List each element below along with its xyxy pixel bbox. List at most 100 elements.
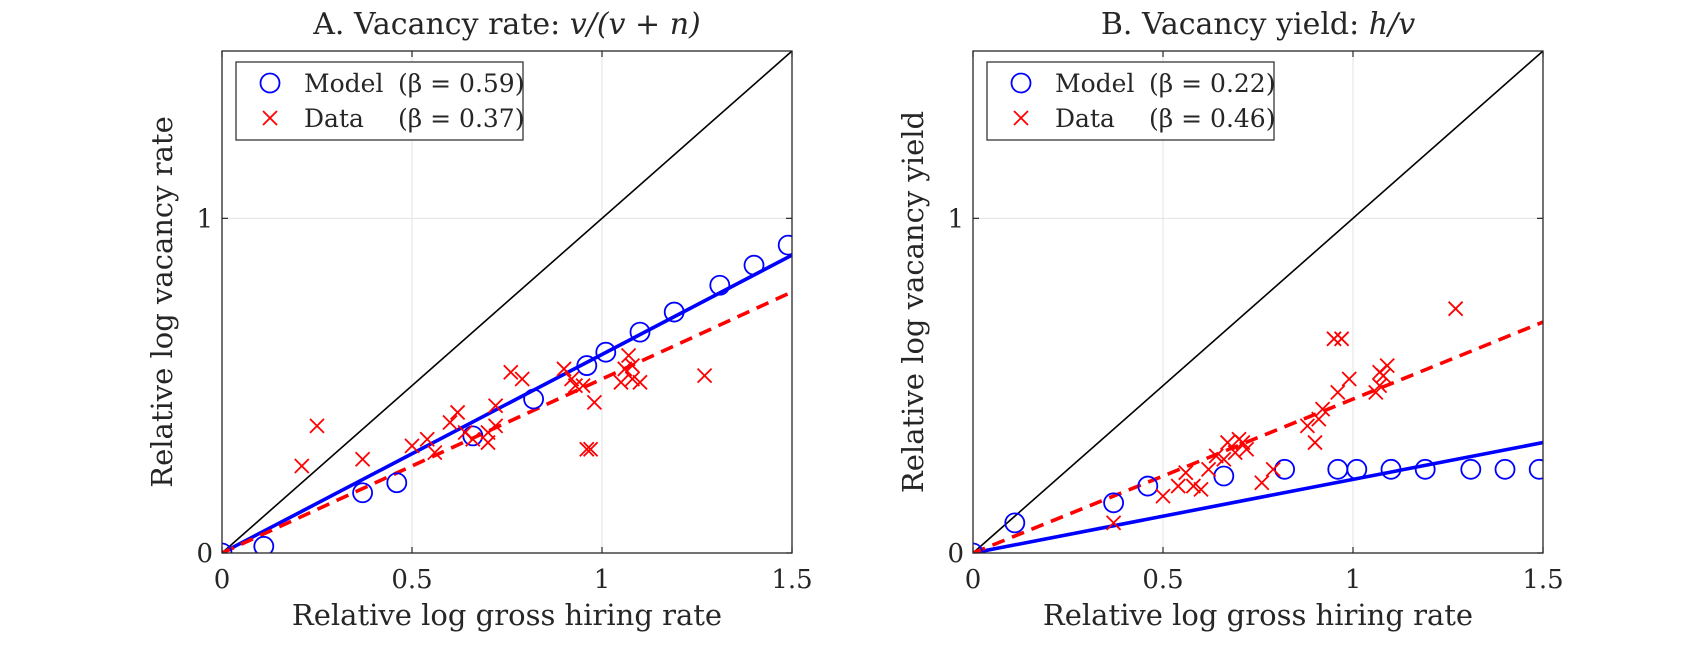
- data-point: [1299, 418, 1316, 434]
- legend: Model (β = 0.22) Data (β = 0.46): [986, 61, 1275, 141]
- model-point: [1004, 512, 1026, 534]
- x-tick-label: 0: [214, 565, 231, 595]
- data-fit-line: [973, 320, 1543, 553]
- data-point: [586, 394, 603, 411]
- data-point: [487, 418, 504, 434]
- x-tick-label: 0: [965, 565, 982, 595]
- model-point: [1528, 458, 1543, 480]
- legend-series-beta: (β = 0.59): [398, 69, 524, 98]
- data-point: [442, 414, 458, 431]
- data-point: [620, 347, 637, 364]
- model-point: [386, 472, 408, 494]
- panel-title-text: B. Vacancy yield:: [1101, 7, 1369, 42]
- model-point: [743, 254, 765, 276]
- legend-box: [986, 61, 1275, 141]
- data-point: [404, 438, 420, 454]
- model-point: [253, 535, 275, 553]
- model-point: [777, 234, 792, 256]
- plot-marks: [222, 51, 792, 553]
- data-point: [617, 361, 633, 377]
- model-point: [1460, 458, 1482, 480]
- data-point: [1326, 331, 1342, 347]
- data-point: [632, 374, 648, 390]
- data-point: [1265, 461, 1281, 477]
- legend-series-name: Model: [1055, 69, 1134, 98]
- data-point: [1371, 378, 1388, 394]
- x-tick-label: 0.5: [1142, 565, 1183, 595]
- data-point: [556, 361, 572, 377]
- data-point: [1330, 384, 1346, 400]
- data-point: [1219, 434, 1236, 451]
- data-point: [613, 374, 629, 390]
- x-tick-label: 0.5: [391, 565, 432, 595]
- legend-x-marker-icon: [262, 110, 278, 126]
- model-point: [663, 301, 685, 323]
- data-point: [514, 371, 530, 387]
- x-axis-label: Relative log gross hiring rate: [1043, 598, 1473, 632]
- data-point: [1155, 488, 1171, 504]
- data-point: [1208, 448, 1224, 464]
- x-axis-label: Relative log gross hiring rate: [292, 598, 722, 632]
- legend-series-beta: (β = 0.22): [1149, 69, 1275, 98]
- data-point: [1307, 434, 1323, 451]
- data-point: [624, 371, 641, 387]
- data-point: [1238, 441, 1255, 457]
- data-point: [1447, 301, 1464, 317]
- legend-series-name: Data: [304, 104, 364, 133]
- model-point: [709, 274, 731, 296]
- data-point: [575, 378, 591, 394]
- panel-title-formula: h/v: [1369, 7, 1415, 42]
- data-point: [1170, 478, 1186, 494]
- model-point: [1494, 458, 1516, 480]
- data-point: [1333, 331, 1350, 347]
- data-point: [1311, 411, 1327, 427]
- data-point: [1105, 515, 1122, 531]
- data-point: [1178, 465, 1194, 481]
- data-point: [1193, 481, 1209, 498]
- legend: Model (β = 0.59) Data (β = 0.37): [235, 61, 524, 141]
- panel-title-formula: v/(v + n): [570, 7, 701, 42]
- model-fit-line: [973, 440, 1543, 553]
- data-point: [567, 378, 584, 394]
- panel-title: B. Vacancy yield: h/v: [1101, 7, 1415, 42]
- data-point: [1200, 461, 1217, 477]
- data-point: [480, 434, 496, 451]
- legend-series-name: Model: [304, 69, 383, 98]
- model-point: [629, 321, 651, 343]
- legend-circle-marker-icon: [1010, 72, 1032, 94]
- data-point: [449, 404, 466, 421]
- legend-series-name: Data: [1055, 104, 1115, 133]
- data-point: [427, 444, 443, 461]
- legend-series-beta: (β = 0.37): [398, 104, 524, 133]
- legend-box: [235, 61, 524, 141]
- data-point: [696, 367, 713, 384]
- data-point: [294, 458, 310, 474]
- panel-title-text: A. Vacancy rate:: [312, 7, 570, 42]
- x-tick-label: 1: [594, 565, 611, 595]
- data-point: [487, 398, 504, 414]
- reference-45-degree-line: [973, 51, 1543, 553]
- y-tick-label: 1: [196, 204, 213, 234]
- data-point: [1375, 367, 1392, 384]
- y-tick-label: 0: [196, 539, 213, 569]
- data-point: [582, 441, 599, 457]
- plot-frame: [221, 50, 793, 554]
- x-tick-label: 1.5: [771, 565, 812, 595]
- model-point: [1380, 458, 1402, 480]
- legend-series-beta: (β = 0.46): [1149, 104, 1275, 133]
- model-fit-line: [222, 253, 792, 553]
- model-point: [352, 482, 374, 504]
- data-point: [465, 431, 481, 447]
- model-point: [576, 355, 598, 376]
- data-point: [419, 431, 435, 447]
- model-point: [1414, 458, 1436, 480]
- model-point: [595, 341, 617, 363]
- x-tick-label: 1.5: [1522, 565, 1563, 595]
- data-point: [624, 357, 641, 374]
- data-point: [309, 418, 325, 434]
- data-point: [1227, 444, 1243, 461]
- x-tick-label: 1: [1345, 565, 1362, 595]
